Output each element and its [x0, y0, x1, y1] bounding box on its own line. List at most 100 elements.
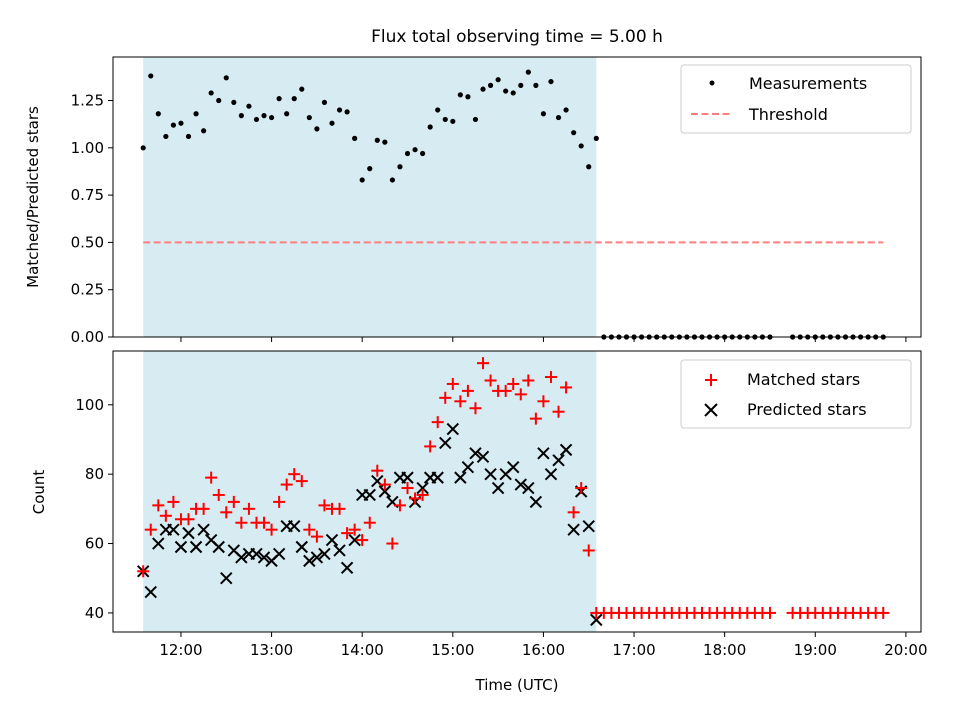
measurement-point: [435, 107, 441, 113]
matched-star-point: [348, 523, 361, 536]
matched-star-point: [416, 488, 429, 501]
matched-star-point: [544, 371, 557, 384]
predicted-star-stroke: [514, 478, 527, 491]
matched-star-point: [378, 478, 391, 491]
measurement-point: [299, 86, 305, 92]
matched-star-point: [469, 402, 482, 415]
matched-star-point: [333, 502, 346, 515]
measurement-point: [563, 107, 569, 113]
measurement-point: [420, 150, 426, 157]
measurement-point: [389, 177, 396, 183]
predicted-star-stroke: [272, 547, 286, 561]
predicted-star-point: [189, 540, 203, 554]
predicted-star-point: [590, 613, 603, 627]
measurement-point: [548, 78, 554, 85]
measurements-legend-marker: [709, 80, 715, 86]
bottom-legend-frame: [680, 359, 912, 429]
matched-star-point: [454, 395, 467, 408]
predicted-star-point: [325, 533, 339, 547]
matched-star-point: [386, 537, 399, 550]
matched-star-point: [295, 475, 308, 488]
predicted-star-point: [310, 551, 324, 564]
predicted-star-stroke: [507, 461, 520, 474]
predicted-star-stroke: [401, 471, 414, 484]
matched-star-point: [235, 516, 248, 529]
measurement-point: [540, 111, 547, 117]
bottom-legend: Matched stars Predicted stars: [680, 359, 912, 429]
bottom-y-tick-label: 100: [75, 396, 104, 414]
measurement-point: [238, 113, 244, 119]
matched-star-point: [258, 516, 271, 529]
bottom-y-tick-label: 40: [85, 604, 104, 622]
measurement-point: [578, 143, 584, 149]
predicted-star-point: [318, 547, 331, 561]
measurement-point: [321, 99, 328, 106]
x-axis-label: Time (UTC): [475, 676, 559, 694]
matched-star-point: [280, 478, 293, 491]
predicted-star-stroke: [469, 447, 482, 460]
predicted-star-stroke: [378, 485, 392, 498]
measurements-legend-label: Measurements: [749, 74, 867, 93]
predicted-star-stroke: [491, 481, 505, 495]
measurement-point: [382, 139, 388, 145]
predicted-star-stroke: [363, 488, 376, 502]
top-y-axis: 0.00 0.25 0.50 0.75 1.00 1.25: [71, 92, 113, 346]
predicted-star-point: [431, 471, 444, 484]
measurement-point: [193, 111, 199, 117]
matched-star-point: [484, 374, 497, 387]
measurement-point: [201, 128, 207, 134]
measurement-point: [163, 133, 169, 140]
top-legend-frame: [680, 64, 912, 134]
measurement-point: [571, 130, 577, 136]
measurement-point: [276, 96, 282, 102]
matched-star-point: [461, 384, 474, 397]
matched-star-point: [265, 523, 278, 536]
chart-title: Flux total observing time = 5.00 h: [371, 27, 663, 47]
measurement-points: [140, 69, 886, 340]
bottom-y-tick-label: 60: [85, 535, 104, 553]
bottom-x-tick-label: 13:00: [250, 641, 293, 659]
predicted-star-stroke: [484, 467, 497, 481]
top-y-tick-label: 0.75: [71, 186, 104, 204]
predicted-star-stroke: [590, 613, 603, 627]
predicted-star-stroke: [416, 481, 429, 495]
predicted-star-stroke: [152, 537, 165, 550]
measurement-point: [246, 103, 252, 109]
predicted-star-stroke: [295, 540, 308, 554]
predicted-star-point: [491, 481, 505, 495]
threshold-legend-label: Threshold: [748, 105, 828, 124]
matched-star-point: [137, 565, 150, 578]
predicted-star-point: [401, 471, 414, 484]
top-y-axis-label: Matched/Predicted stars: [24, 106, 42, 288]
predicted-star-point: [250, 547, 263, 561]
predicted-star-point: [212, 540, 225, 554]
predicted-star-point: [582, 519, 595, 533]
matched-star-point: [273, 495, 286, 508]
predicted-star-point: [461, 461, 475, 474]
matched-star-point: [159, 509, 172, 522]
matched-star-point: [514, 388, 527, 401]
measurement-point: [306, 114, 312, 121]
measurement-point: [155, 111, 161, 117]
matched-star-point: [567, 506, 580, 519]
bottom-x-tick-label: 12:00: [159, 641, 202, 659]
predicted-star-stroke: [303, 554, 316, 568]
top-y-tick-label: 0.00: [71, 328, 104, 346]
predicted-star-point: [416, 481, 429, 495]
matched-star-point: [763, 606, 776, 619]
matched-star-point: [152, 499, 165, 512]
predicted-star-stroke: [431, 471, 444, 484]
measurement-point: [495, 77, 501, 83]
predicted-star-point: [303, 554, 316, 568]
bottom-x-axis: 12:00 13:00 14:00 15:00 16:00 17:00 18:00 19:00…: [159, 632, 928, 659]
matched-star-point: [522, 374, 535, 387]
measurement-point: [442, 116, 448, 123]
measurement-point: [140, 145, 146, 151]
bottom-x-tick-label: 14:00: [341, 641, 384, 659]
matched-star-point: [167, 495, 180, 508]
bottom-shaded-interval: [143, 351, 597, 632]
predicted-star-stroke: [439, 436, 452, 450]
measurement-point: [510, 90, 516, 96]
predicted-star-point: [363, 488, 376, 502]
top-shaded-interval: [143, 57, 597, 337]
